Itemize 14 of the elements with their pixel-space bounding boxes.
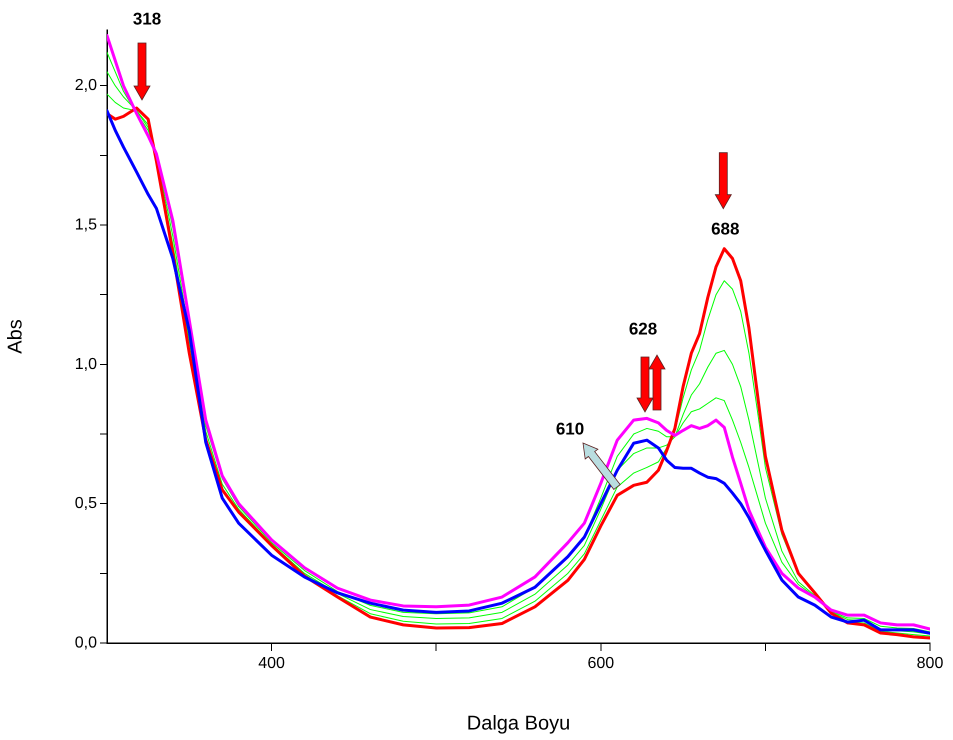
annotation: 688 [711,219,740,238]
y-tick-label: 0,5 [74,495,98,512]
x-tick-label: 600 [587,655,614,672]
x-axis-title: Dalga Boyu [466,712,570,735]
y-tick-label: 2,0 [74,77,98,94]
y-tick-label: 0,0 [74,634,98,652]
y-axis-title: Abs [4,319,27,354]
annotation: 628 [628,320,658,339]
y-tick-label: 1,0 [74,356,98,373]
text: 318 [132,10,162,29]
x-tick-label: 400 [258,655,286,672]
y-tick-label: 1,5 [74,216,98,234]
annotation: 610 [556,420,584,439]
x-tick-label: 800 [916,655,944,672]
